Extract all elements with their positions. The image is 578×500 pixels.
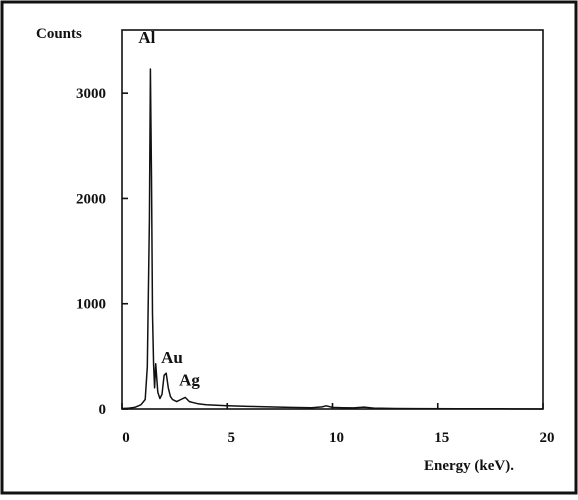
x-tick-label: 5 (228, 430, 236, 446)
x-tick-label: 20 (540, 430, 555, 446)
peak-label-al: Al (138, 28, 155, 47)
x-axis-label: Energy (keV). (424, 458, 514, 474)
y-tick-label: 3000 (76, 86, 106, 102)
y-tick-label: 0 (99, 402, 107, 418)
x-tick-label: 0 (122, 430, 130, 446)
y-tick-label: 2000 (76, 191, 106, 207)
peak-label-ag: Ag (179, 370, 200, 389)
peak-label-au: Au (161, 348, 183, 367)
spectrum-series-line (121, 68, 544, 410)
peak-annotations: Al Au Ag (138, 28, 200, 389)
y-axis-label: Counts (36, 26, 82, 42)
x-tick-label: 10 (329, 430, 344, 446)
y-tick-label: 1000 (76, 297, 106, 313)
y-axis: 0 1000 2000 3000 (76, 86, 128, 418)
x-tick-label: 15 (434, 430, 449, 446)
